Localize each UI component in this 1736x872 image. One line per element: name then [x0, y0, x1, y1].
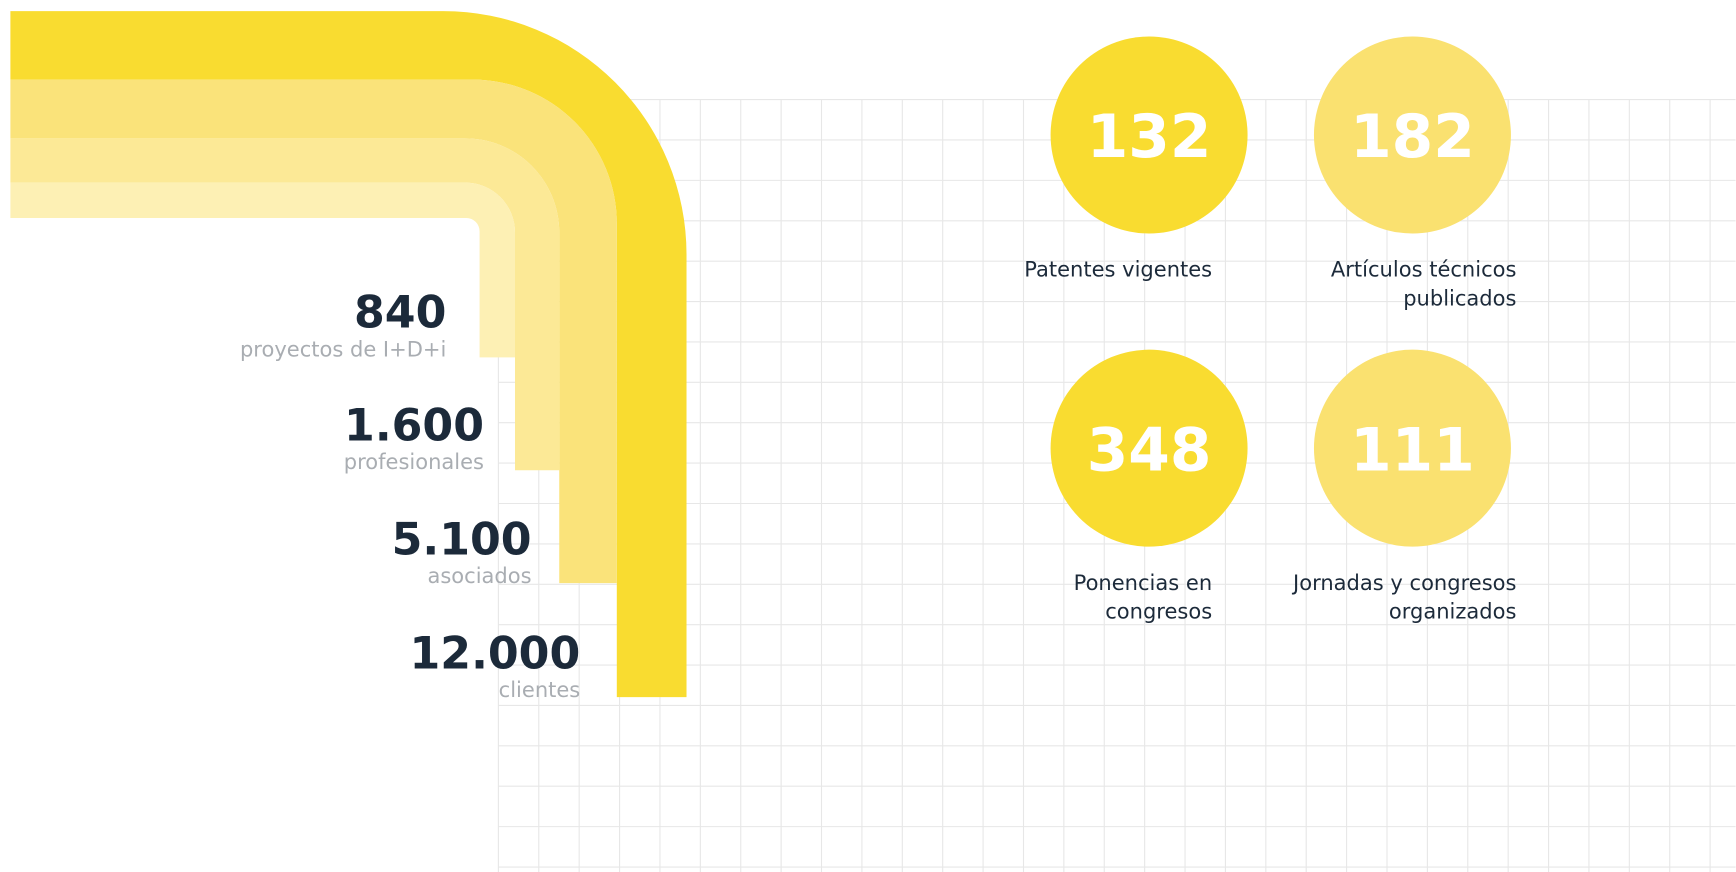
stat-value: 1.600: [344, 400, 484, 451]
circle-label: Jornadas y congresos: [1291, 570, 1516, 595]
grid: [497, 99, 1736, 872]
stat-value: 5.100: [392, 514, 532, 565]
stat-label: proyectos de I+D+i: [240, 336, 446, 361]
circle-label: publicados: [1403, 285, 1516, 310]
bands: [10, 11, 687, 698]
circle-value: 348: [1087, 416, 1212, 485]
circle-label: Patentes vigentes: [1024, 257, 1212, 282]
band: [10, 182, 515, 358]
circle-label: organizados: [1389, 599, 1517, 624]
stat-value: 12.000: [410, 628, 581, 679]
stat-label: clientes: [499, 677, 581, 702]
circle-value: 111: [1350, 416, 1475, 485]
circle-value: 182: [1350, 103, 1475, 172]
stat-circle: [1050, 36, 1248, 234]
stat-circle: [1313, 36, 1511, 234]
band: [10, 138, 560, 471]
circle-label: Artículos técnicos: [1331, 257, 1517, 282]
stat-circle: [1050, 349, 1248, 547]
circle-label: congresos: [1105, 599, 1212, 624]
stat-label: asociados: [427, 563, 531, 588]
stat-label: profesionales: [344, 449, 484, 474]
band: [10, 79, 617, 584]
stat-value: 840: [354, 288, 446, 339]
stat-circle: [1313, 349, 1511, 547]
circle-value: 132: [1087, 103, 1212, 172]
circle-label: Ponencias en: [1074, 570, 1212, 595]
